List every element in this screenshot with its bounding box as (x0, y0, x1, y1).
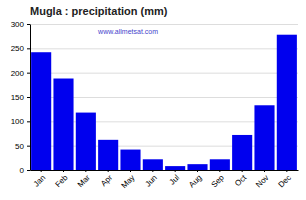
y-tick-mark (27, 24, 30, 25)
watermark: www.allmetsat.com (97, 28, 158, 35)
y-tick-mark (27, 97, 30, 98)
bar (187, 164, 207, 170)
x-tick-mark (242, 170, 243, 172)
x-tick: Apr (99, 170, 114, 188)
x-axis-line (31, 170, 299, 171)
y-tick: 200 (11, 69, 30, 78)
bar (98, 140, 118, 170)
x-tick-mark (41, 170, 42, 172)
x-tick-label: Jul (168, 173, 182, 187)
y-tick: 150 (11, 93, 30, 102)
y-tick-label: 250 (11, 44, 25, 53)
x-tick-label: May (120, 173, 137, 190)
x-tick-mark (63, 170, 64, 172)
y-tick-mark (27, 170, 30, 171)
x-tick-mark (85, 170, 86, 172)
y-tick-mark (27, 146, 30, 147)
y-axis-line (30, 25, 31, 171)
grid-tick (30, 24, 298, 25)
x-tick: Jul (168, 170, 182, 187)
bar (232, 135, 252, 170)
bar (120, 150, 140, 170)
x-tick-label: Oct (233, 173, 249, 189)
grid-line (30, 24, 298, 25)
y-tick: 250 (11, 44, 30, 53)
y-tick-mark (27, 73, 30, 74)
bar (53, 79, 73, 170)
x-tick-mark (152, 170, 153, 172)
x-tick-label: Mar (76, 173, 92, 189)
y-tick-label: 0 (20, 166, 25, 175)
title: Mugla : precipitation (mm) (30, 5, 168, 17)
grid-line (30, 73, 298, 74)
x-tick: Nov (254, 170, 270, 190)
bar (76, 113, 96, 170)
y-tick-label: 150 (11, 93, 25, 102)
y-tick-mark (27, 121, 30, 122)
x-tick-label: Apr (99, 173, 114, 188)
x-tick-label: Feb (53, 173, 70, 190)
bar (31, 52, 51, 170)
x-tick-mark (286, 170, 287, 172)
y-tick: 100 (11, 117, 30, 126)
y-tick: 0 (20, 166, 30, 175)
y-tick-label: 100 (11, 117, 25, 126)
x-tick-label: Jun (143, 173, 158, 188)
grid-tick (30, 170, 298, 171)
x-tick: May (120, 170, 137, 190)
x-tick-label: Nov (254, 173, 270, 189)
x-tick-label: Aug (187, 173, 203, 189)
grid (30, 25, 298, 171)
grid-line (30, 170, 298, 171)
x-tick-mark (130, 170, 131, 172)
bar (254, 105, 274, 170)
y-tick-mark (27, 48, 30, 49)
x-tick: Jan (32, 170, 47, 189)
plot: 0 50 100 150 200 250 300 Jan Feb Mar Apr May Jun Jul A… (11, 20, 299, 190)
bar (210, 159, 230, 170)
y-tick: 50 (15, 142, 30, 151)
y-tick-label: 300 (11, 20, 25, 29)
x-tick-mark (197, 170, 198, 172)
y-axis: 0 50 100 150 200 250 300 (11, 20, 31, 175)
x-tick-label: Jan (32, 173, 47, 188)
x-tick-mark (175, 170, 176, 172)
x-tick: Sep (209, 170, 226, 190)
chart: 0 50 100 150 200 250 300 Jan Feb Mar Apr May Jun Jul A… (0, 0, 306, 200)
x-tick-label: Dec (276, 173, 292, 189)
y-tick-label: 200 (11, 69, 25, 78)
x-tick-label: Sep (209, 173, 226, 190)
x-tick: Dec (276, 170, 292, 190)
x-axis: Jan Feb Mar Apr May Jun Jul Aug Sep Oct Nov Dec (31, 170, 299, 190)
grid-tick (30, 73, 298, 74)
y-tick-label: 50 (15, 142, 24, 151)
bar (143, 159, 163, 170)
x-tick-mark (219, 170, 220, 172)
x-tick-mark (108, 170, 109, 172)
grid-line (30, 48, 298, 49)
y-tick: 300 (11, 20, 30, 29)
x-tick: Aug (187, 170, 203, 190)
bars (31, 35, 297, 170)
x-tick: Feb (53, 170, 70, 189)
x-tick: Oct (233, 170, 249, 188)
bar (165, 166, 185, 170)
bar (277, 35, 297, 170)
grid-tick (30, 48, 298, 49)
x-tick: Mar (76, 170, 92, 189)
x-tick-mark (264, 170, 265, 172)
x-tick: Jun (143, 170, 158, 189)
